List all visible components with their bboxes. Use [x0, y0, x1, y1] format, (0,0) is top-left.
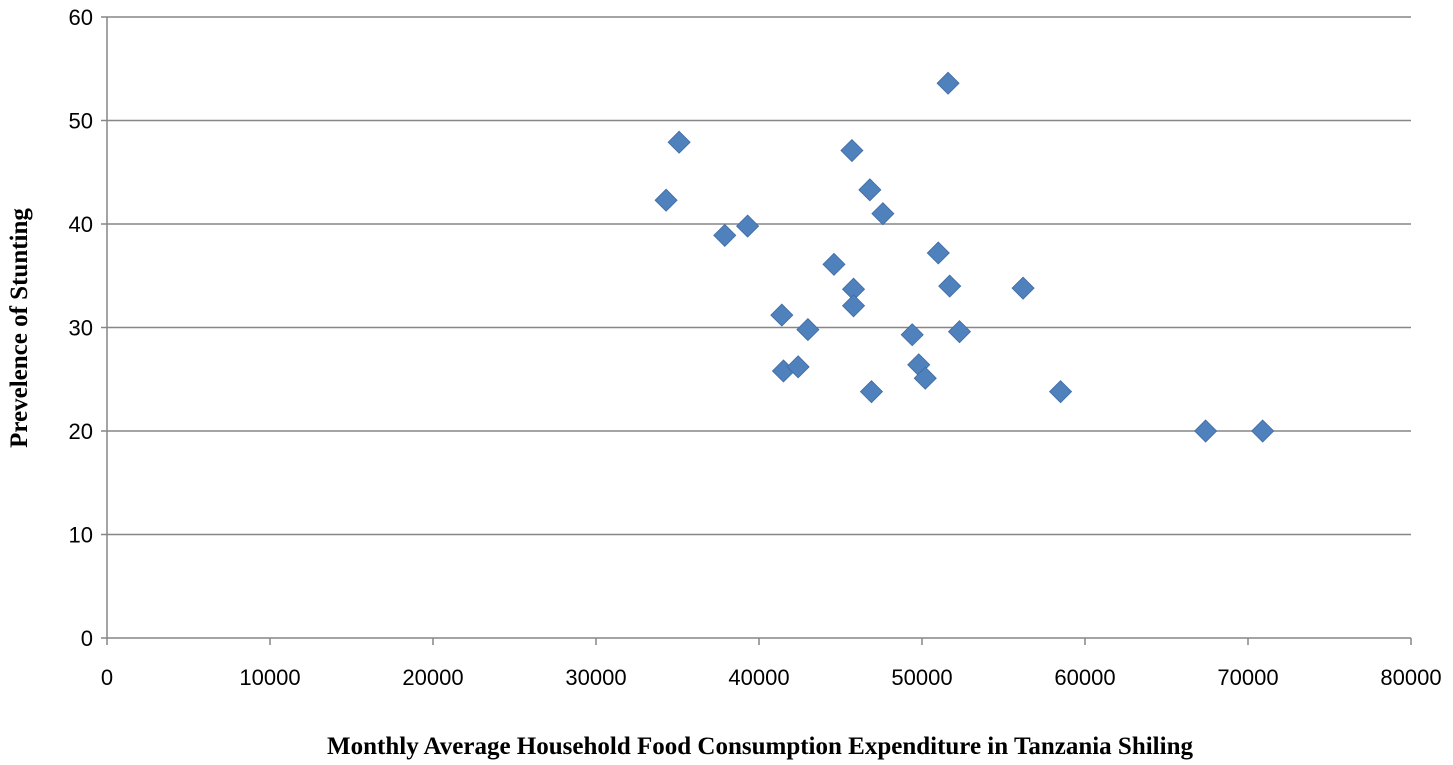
data-point: [786, 355, 810, 379]
data-point: [654, 188, 678, 212]
data-point: [871, 202, 895, 226]
x-tick-label: 50000: [891, 665, 952, 690]
data-point: [841, 294, 866, 318]
data-point: [1048, 380, 1073, 404]
x-tick-label: 60000: [1054, 665, 1115, 690]
data-point: [822, 252, 846, 276]
data-point: [859, 380, 884, 404]
data-point: [770, 303, 794, 327]
data-point: [926, 241, 950, 265]
data-point: [1251, 419, 1275, 443]
data-point: [736, 214, 760, 238]
x-tick-label: 70000: [1217, 665, 1278, 690]
data-point: [936, 71, 960, 95]
x-tick-label: 0: [101, 665, 113, 690]
x-tick-label: 30000: [565, 665, 626, 690]
x-tick-label: 20000: [402, 665, 463, 690]
data-point: [713, 223, 737, 247]
axes: [101, 16, 1412, 645]
data-point: [796, 318, 820, 342]
data-point: [1194, 419, 1218, 443]
y-tick-label: 10: [69, 523, 93, 548]
data-point: [938, 274, 962, 298]
y-tick-label: 40: [69, 212, 93, 237]
data-point: [667, 130, 691, 154]
data-point: [947, 320, 972, 344]
data-point: [1011, 276, 1035, 300]
x-tick-label: 10000: [239, 665, 300, 690]
y-tick-label: 50: [69, 109, 93, 134]
x-axis-title: Monthly Average Household Food Consumpti…: [327, 733, 1193, 760]
y-tick-label: 20: [69, 419, 93, 444]
gridlines: [107, 16, 1411, 536]
y-tick-label: 0: [81, 626, 93, 651]
x-tick-label: 80000: [1380, 665, 1441, 690]
data-point: [913, 366, 937, 390]
data-points: [654, 71, 1275, 443]
data-point: [900, 323, 924, 347]
x-tick-label: 40000: [728, 665, 789, 690]
y-tick-label: 60: [69, 5, 93, 30]
y-axis-title: Prevelence of Stunting: [6, 208, 33, 448]
data-point: [858, 178, 882, 202]
data-point: [840, 138, 864, 163]
y-tick-label: 30: [69, 316, 93, 341]
tick-labels: 0 10 20 30 40 50 60 0 10000 20000 30000 40000 50000 6…: [69, 5, 1442, 690]
